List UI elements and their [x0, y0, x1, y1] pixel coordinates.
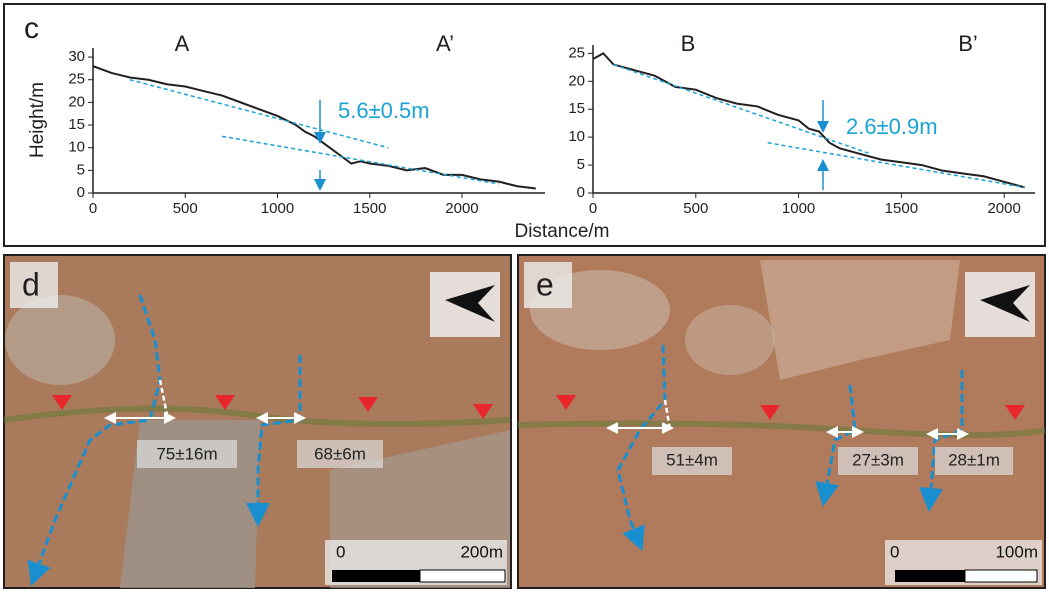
- x-tick-label: 1500: [885, 200, 918, 217]
- y-axis-label: Height/m: [27, 82, 48, 158]
- measurement: 75±16m: [156, 444, 217, 463]
- profile-end-label: A: [175, 31, 190, 56]
- measurement: 51±4m: [666, 450, 718, 469]
- y-tick-label: 25: [568, 44, 585, 61]
- x-tick-label: 0: [589, 200, 597, 217]
- y-tick-label: 30: [68, 48, 85, 65]
- panel-label: d: [22, 266, 40, 302]
- y-tick-label: 15: [568, 100, 585, 117]
- x-tick-label: 500: [173, 200, 198, 217]
- measurement: 68±6m: [314, 444, 366, 463]
- y-tick-label: 10: [68, 139, 85, 156]
- panel-label: c: [24, 12, 39, 45]
- fit-line: [614, 65, 871, 154]
- profile-end-label: B’: [958, 31, 978, 56]
- measurement: 27±3m: [852, 450, 904, 469]
- page: { "panel_c": {"label": "c"}, "chart_data…: [0, 0, 1049, 590]
- profile-line: [93, 66, 536, 188]
- image-panel-d: [4, 255, 511, 588]
- offset-annotation: 5.6±0.5m: [338, 98, 430, 123]
- measurement: 28±1m: [948, 450, 1000, 469]
- offset-annotation: 2.6±0.9m: [846, 114, 938, 139]
- x-tick-label: 1500: [353, 200, 386, 217]
- y-tick-label: 0: [77, 184, 85, 201]
- x-tick-label: 1000: [782, 200, 815, 217]
- scale-label: 100m: [995, 542, 1038, 561]
- panel-label: e: [536, 266, 554, 302]
- figure: c d 75±16m 68±6m 0 200m: [0, 0, 1049, 590]
- scale-label: 0: [890, 542, 899, 561]
- y-tick-label: 20: [68, 93, 85, 110]
- image-panel-e: [518, 255, 1045, 588]
- y-tick-label: 20: [568, 72, 585, 89]
- scale-label: 0: [336, 542, 345, 561]
- y-tick-label: 5: [577, 156, 585, 173]
- x-tick-label: 1000: [261, 200, 294, 217]
- fit-line: [768, 143, 1025, 188]
- y-tick-label: 0: [577, 184, 585, 201]
- y-tick-label: 25: [68, 71, 85, 88]
- scale-label: 200m: [460, 542, 503, 561]
- x-axis-label: Distance/m: [514, 221, 609, 242]
- profile-end-label: A’: [436, 31, 454, 56]
- profile-end-label: B: [681, 31, 696, 56]
- y-tick-label: 15: [68, 116, 85, 133]
- profile-line: [593, 53, 1025, 187]
- x-tick-label: 500: [683, 200, 708, 217]
- x-tick-label: 2000: [445, 200, 478, 217]
- x-tick-label: 0: [89, 200, 97, 217]
- fit-line: [222, 136, 499, 184]
- y-tick-label: 10: [568, 128, 585, 145]
- x-tick-label: 2000: [987, 200, 1020, 217]
- y-tick-label: 5: [77, 161, 85, 178]
